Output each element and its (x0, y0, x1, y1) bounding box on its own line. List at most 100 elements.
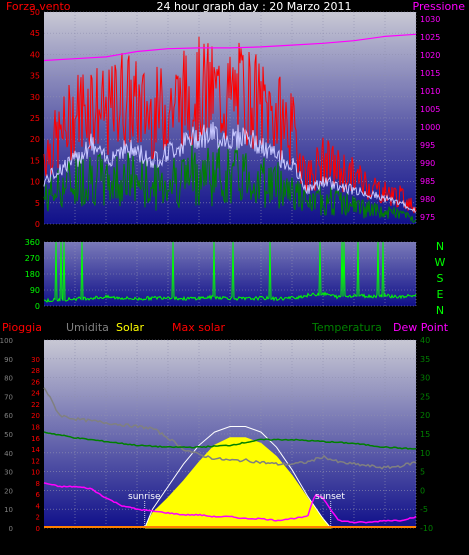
pressure-tick-label: 1025 (420, 33, 440, 42)
hour-tick-label: 22 (380, 231, 390, 240)
rain-tick-label: 10 (31, 469, 40, 477)
temperature-tick-label: 15 (420, 430, 430, 439)
rain-tick-label: 26 (31, 378, 40, 386)
hour-tick-label: 02 (70, 231, 80, 240)
wind-tick-label: 40 (30, 50, 40, 59)
wind-mean-line (43, 121, 417, 213)
hour-tick-label-bottom: 02 (70, 537, 80, 546)
tick-labels: 0510152025303540455097598098599099510001… (0, 8, 440, 546)
direction-tick-label: 270 (25, 254, 40, 263)
wind-tick-label: 0 (35, 220, 40, 229)
hour-tick-label-bottom: 22 (380, 537, 390, 546)
compass-w: W (435, 256, 446, 269)
humidity-tick-label: 50 (4, 431, 13, 439)
wind-tick-label: 10 (30, 178, 40, 187)
legend-rain: Pioggia (2, 321, 42, 334)
max-solar-line (144, 426, 332, 529)
direction-tick-label: 180 (25, 270, 40, 279)
pressure-tick-label: 980 (420, 195, 435, 204)
compass-n-top: N (436, 240, 444, 253)
legend-humidity: Umidita (66, 321, 109, 334)
sunset-label: sunset (315, 492, 345, 502)
hour-tick-label: 06 (132, 231, 142, 240)
rain-tick-label: 12 (31, 457, 40, 465)
hour-tick-label: 04 (101, 231, 111, 240)
hour-tick-label: 18 (318, 231, 328, 240)
humidity-tick-label: 60 (4, 412, 13, 420)
hour-tick-label-bottom: 04 (101, 537, 111, 546)
direction-tick-label: 0 (35, 302, 40, 311)
temperature-plot (43, 387, 417, 529)
rain-tick-label: 0 (36, 525, 40, 533)
pressure-tick-label: 975 (420, 213, 435, 222)
rain-tick-label: 22 (31, 401, 40, 409)
temperature-tick-label: 40 (420, 336, 430, 345)
wind-tick-label: 5 (35, 199, 40, 208)
temperature-tick-label: 25 (420, 392, 430, 401)
rain-tick-label: 2 (36, 514, 40, 522)
compass-e: E (437, 288, 444, 301)
hour-tick-label-bottom: 10 (194, 537, 204, 546)
wind-tick-label: 15 (30, 156, 40, 165)
pressure-tick-label: 1030 (420, 15, 440, 24)
dew-point-line (43, 482, 417, 524)
temperature-tick-label: 30 (420, 374, 430, 383)
humidity-tick-label: 30 (4, 469, 13, 477)
legend-temperature: Temperatura (311, 321, 382, 334)
wind-tick-label: 45 (30, 29, 40, 38)
pressure-tick-label: 1005 (420, 105, 440, 114)
pressure-tick-label: 990 (420, 159, 435, 168)
compass-n-bottom: N (436, 304, 444, 317)
wind-tick-label: 50 (30, 8, 40, 17)
pressure-tick-label: 1000 (420, 123, 440, 132)
rain-tick-label: 20 (31, 412, 40, 420)
humidity-tick-label: 40 (4, 450, 13, 458)
rain-tick-label: 30 (31, 356, 40, 364)
rain-tick-label: 8 (36, 480, 40, 488)
humidity-tick-label: 10 (4, 506, 13, 514)
legend-max-solar: Max solar (172, 321, 225, 334)
hour-tick-label-bottom: 18 (318, 537, 328, 546)
pressure-tick-label: 1015 (420, 69, 440, 78)
hour-tick-label-bottom: 08 (163, 537, 173, 546)
hour-tick-label: 14 (256, 231, 266, 240)
rain-tick-label: 4 (36, 502, 41, 510)
humidity-tick-label: 20 (4, 487, 13, 495)
wind-tick-label: 25 (30, 114, 40, 123)
direction-tick-label: 360 (25, 238, 40, 247)
hour-tick-label-bottom: 12 (225, 537, 235, 546)
legend-dew-point: Dew Point (393, 321, 449, 334)
wind-average-line (43, 143, 417, 223)
hour-tick-label-bottom: 06 (132, 537, 142, 546)
hour-tick-label-bottom: 00 (411, 537, 421, 546)
rain-tick-label: 16 (31, 435, 40, 443)
temperature-tick-label: 20 (420, 411, 430, 420)
humidity-tick-label: 80 (4, 375, 13, 383)
hour-tick-label-bottom: 14 (256, 537, 266, 546)
temperature-tick-label: -10 (420, 524, 433, 533)
hour-tick-label: 10 (194, 231, 204, 240)
pressure-line (43, 33, 417, 62)
wind-tick-label: 35 (30, 72, 40, 81)
temperature-tick-label: 5 (420, 468, 425, 477)
pressure-tick-label: 995 (420, 141, 435, 150)
temperature-tick-label: 35 (420, 355, 430, 364)
wind-pressure-plot (43, 33, 417, 223)
temperature-tick-label: 10 (420, 449, 430, 458)
wind-tick-label: 20 (30, 135, 40, 144)
rain-tick-label: 18 (31, 423, 40, 431)
pressure-tick-label: 1010 (420, 87, 440, 96)
humidity-line (43, 387, 417, 470)
hour-tick-label: 12 (225, 231, 235, 240)
direction-line (43, 241, 417, 303)
rain-tick-label: 24 (31, 390, 40, 398)
humidity-tick-label: 70 (4, 393, 13, 401)
chart-title: 24 hour graph day : 20 Marzo 2011 (156, 0, 351, 13)
direction-plot (43, 241, 417, 303)
temperature-line (43, 431, 417, 450)
hour-tick-label: 08 (163, 231, 173, 240)
hour-tick-label: 20 (349, 231, 359, 240)
pressure-tick-label: 985 (420, 177, 435, 186)
hour-tick-label: 16 (287, 231, 297, 240)
